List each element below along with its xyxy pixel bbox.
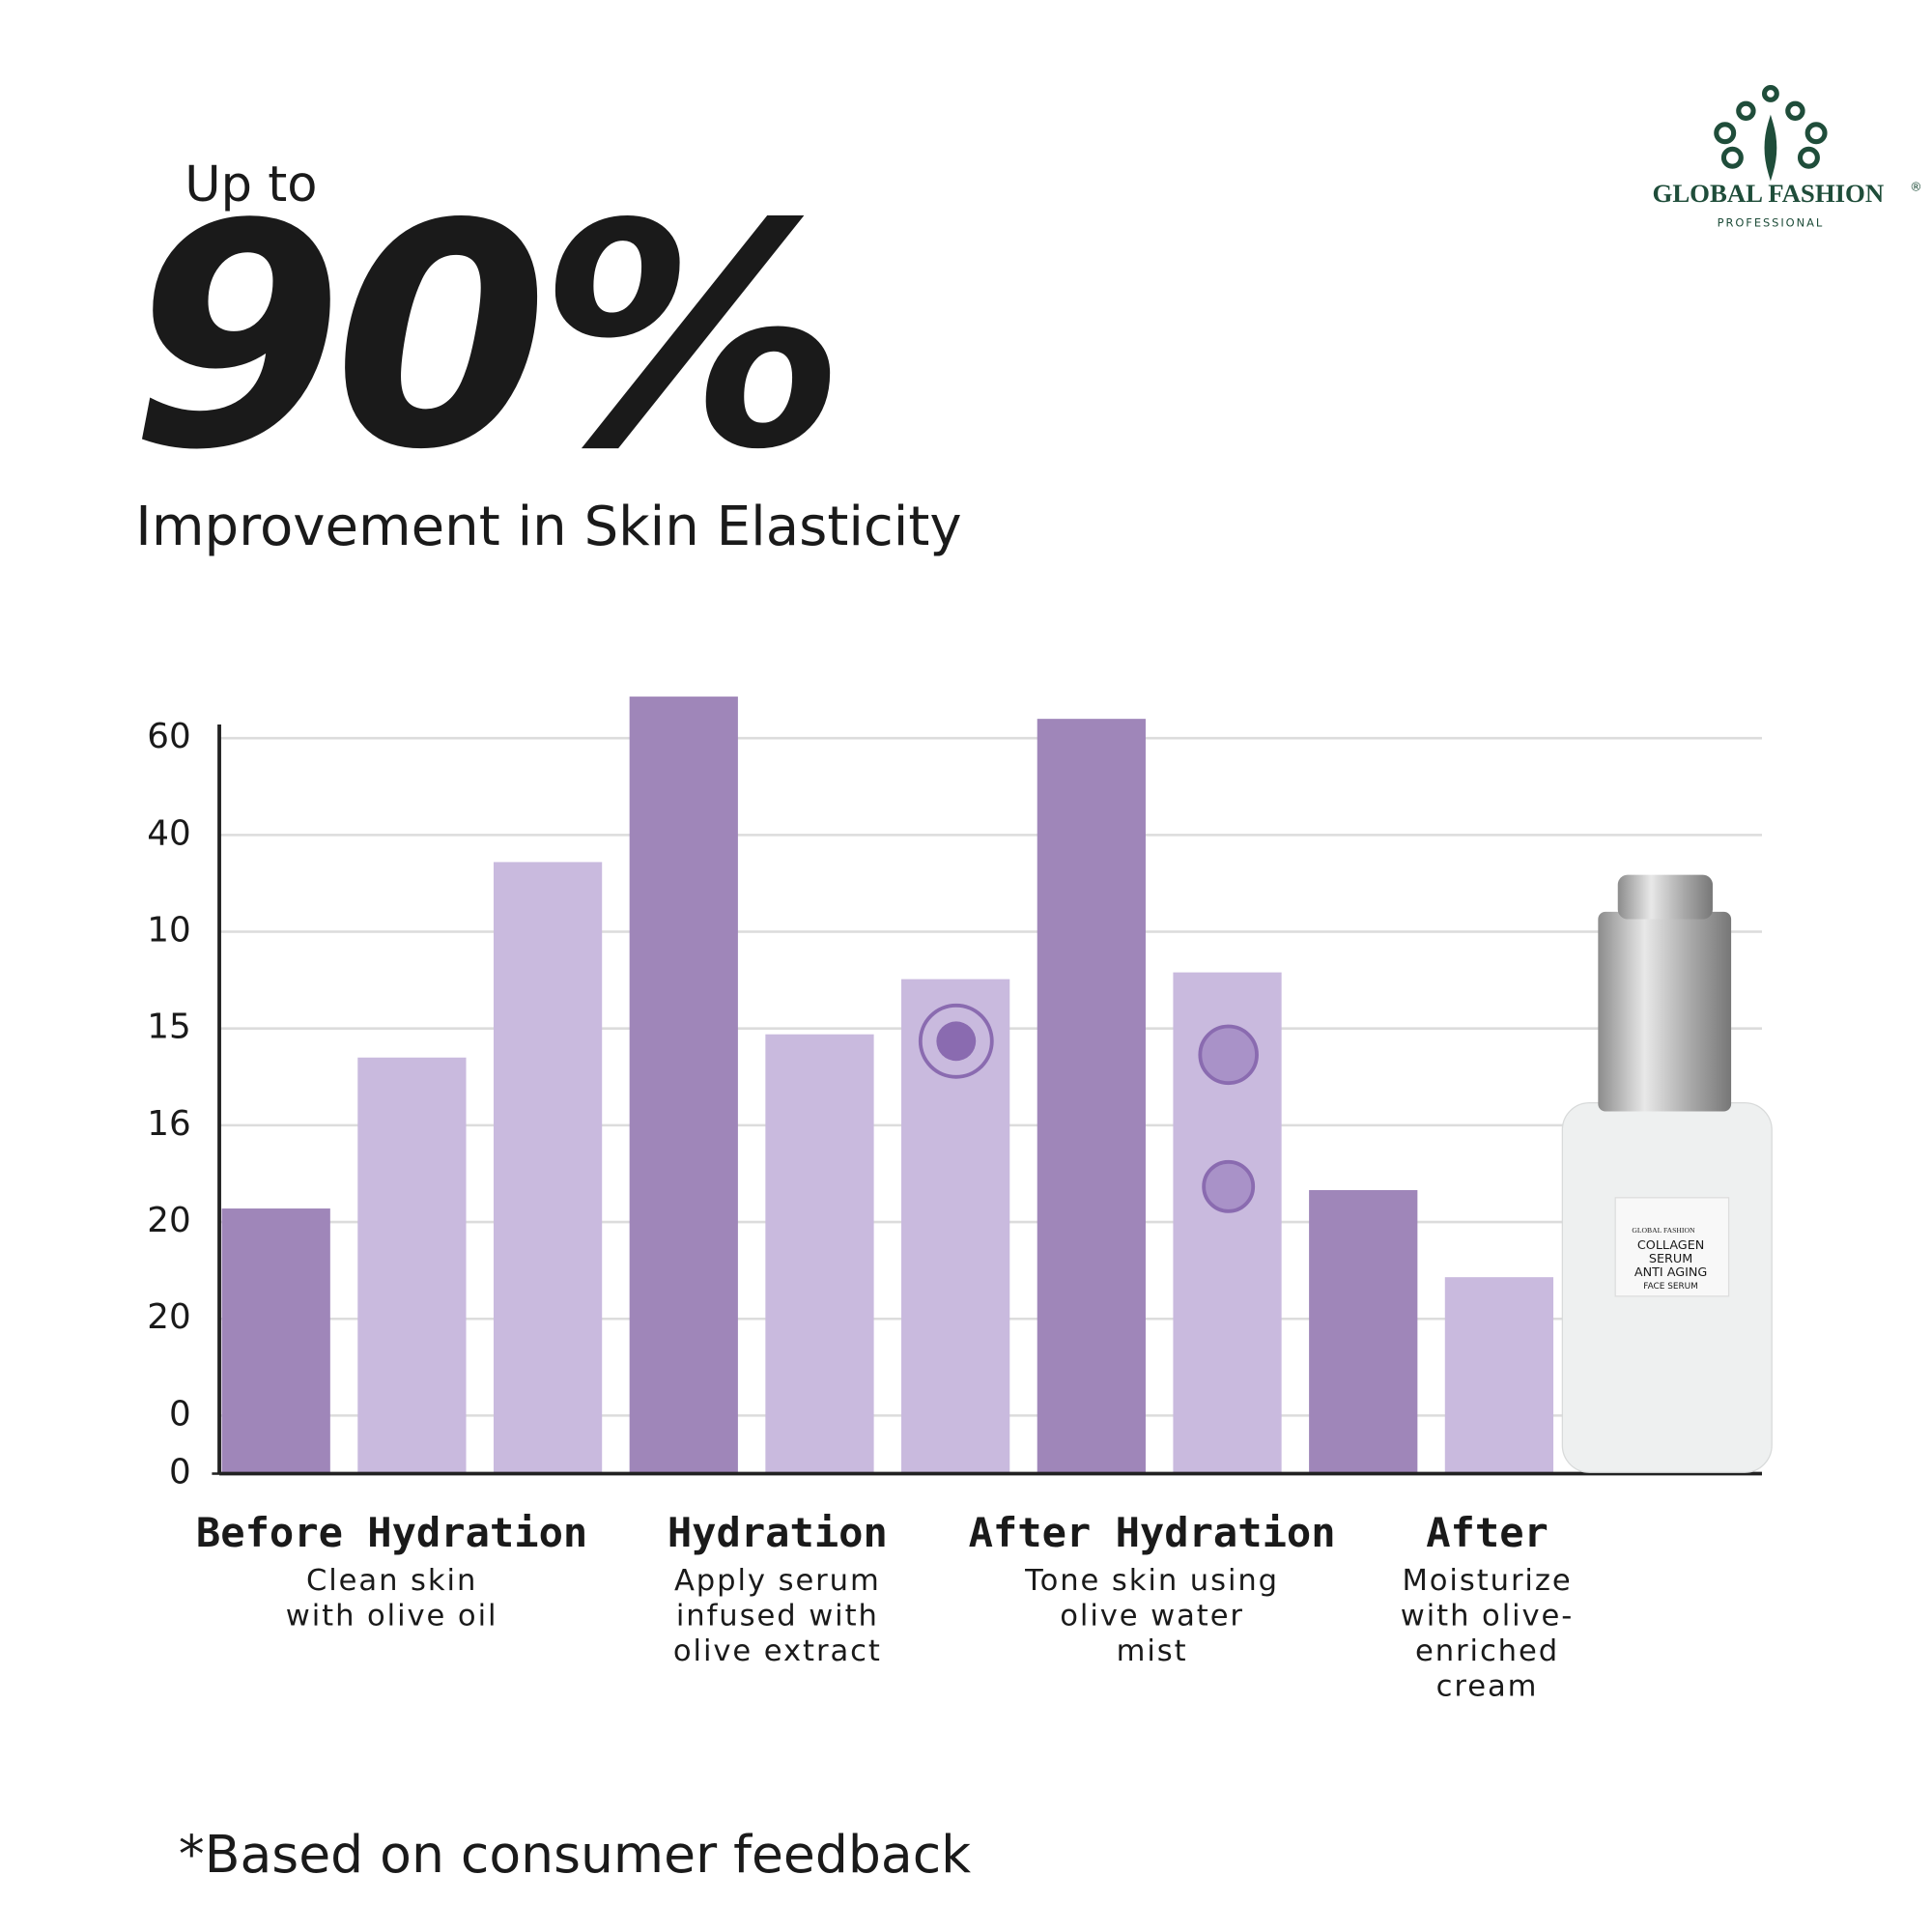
label-line: SERUM [1649,1252,1692,1266]
bottle-label [1614,1197,1730,1297]
plot: 0 0 20 20 16 15 10 40 60 Before Hydration Clean sk… [147,696,1762,1703]
dot [1198,1024,1259,1086]
bar [1444,1277,1554,1474]
kicker: Up to [185,156,317,213]
y-tick-label: 16 [147,1104,190,1144]
label-line: FACE SERUM [1643,1282,1698,1292]
y-tick-label: 60 [147,717,190,756]
subhead: Improvement in Skin Elasticity [135,496,961,558]
y-tick-label: 10 [147,911,190,951]
logo-icon [1714,85,1828,182]
bar [493,862,603,1474]
bar-decorations [918,1003,1259,1213]
ring [918,1003,994,1079]
group-description: with olive- [1401,1600,1574,1634]
bar [1037,719,1146,1474]
label-line: COLLAGEN [1637,1238,1704,1253]
y-tick-label: 15 [147,1008,190,1047]
label-line: ANTI AGING [1634,1265,1707,1280]
y-tick-label: 40 [147,813,190,853]
headline: 90% [129,159,838,518]
group-description: mist [1117,1634,1188,1668]
dot [1202,1159,1256,1213]
dot [936,1021,977,1062]
bar [357,1057,467,1474]
group-description: enriched [1415,1634,1559,1668]
group-description: cream [1436,1669,1539,1703]
bottle-top [1617,874,1713,920]
group-description: Apply serum [674,1564,881,1598]
logo-brand: GLOBAL FASHION [1653,179,1885,208]
y-tick-label: 0 [169,1453,191,1492]
group-title: After Hydration [969,1509,1336,1556]
bar [1309,1189,1418,1474]
y-tick-label: 20 [147,1201,190,1240]
group-description: olive extract [673,1634,882,1668]
bar [221,1208,330,1474]
logo-tagline: PROFESSIONAL [1718,215,1825,229]
y-tick-label: 20 [147,1297,190,1337]
group-description: infused with [676,1600,879,1634]
footnote: *Based on consumer feedback [179,1824,971,1885]
logo-mark: ® [1910,180,1922,194]
group-title: Hydration [668,1509,888,1556]
group-title: Before Hydration [196,1509,587,1556]
bar [901,979,1010,1474]
label-brand: GLOBAL FASHION [1632,1226,1695,1235]
group-description: Clean skin [306,1564,477,1598]
bottle-cap [1598,911,1732,1112]
bar [765,1034,874,1474]
logo: GLOBAL FASHION ® PROFESSIONAL [1653,85,1922,229]
group-description: with olive oil [286,1600,498,1634]
bar [629,696,738,1474]
y-tick-label: 0 [169,1394,191,1434]
group-title: After [1426,1509,1548,1556]
group-description: Moisturize [1402,1564,1572,1598]
group-description: Tone skin using [1024,1564,1279,1598]
group-description: olive water [1060,1600,1244,1634]
